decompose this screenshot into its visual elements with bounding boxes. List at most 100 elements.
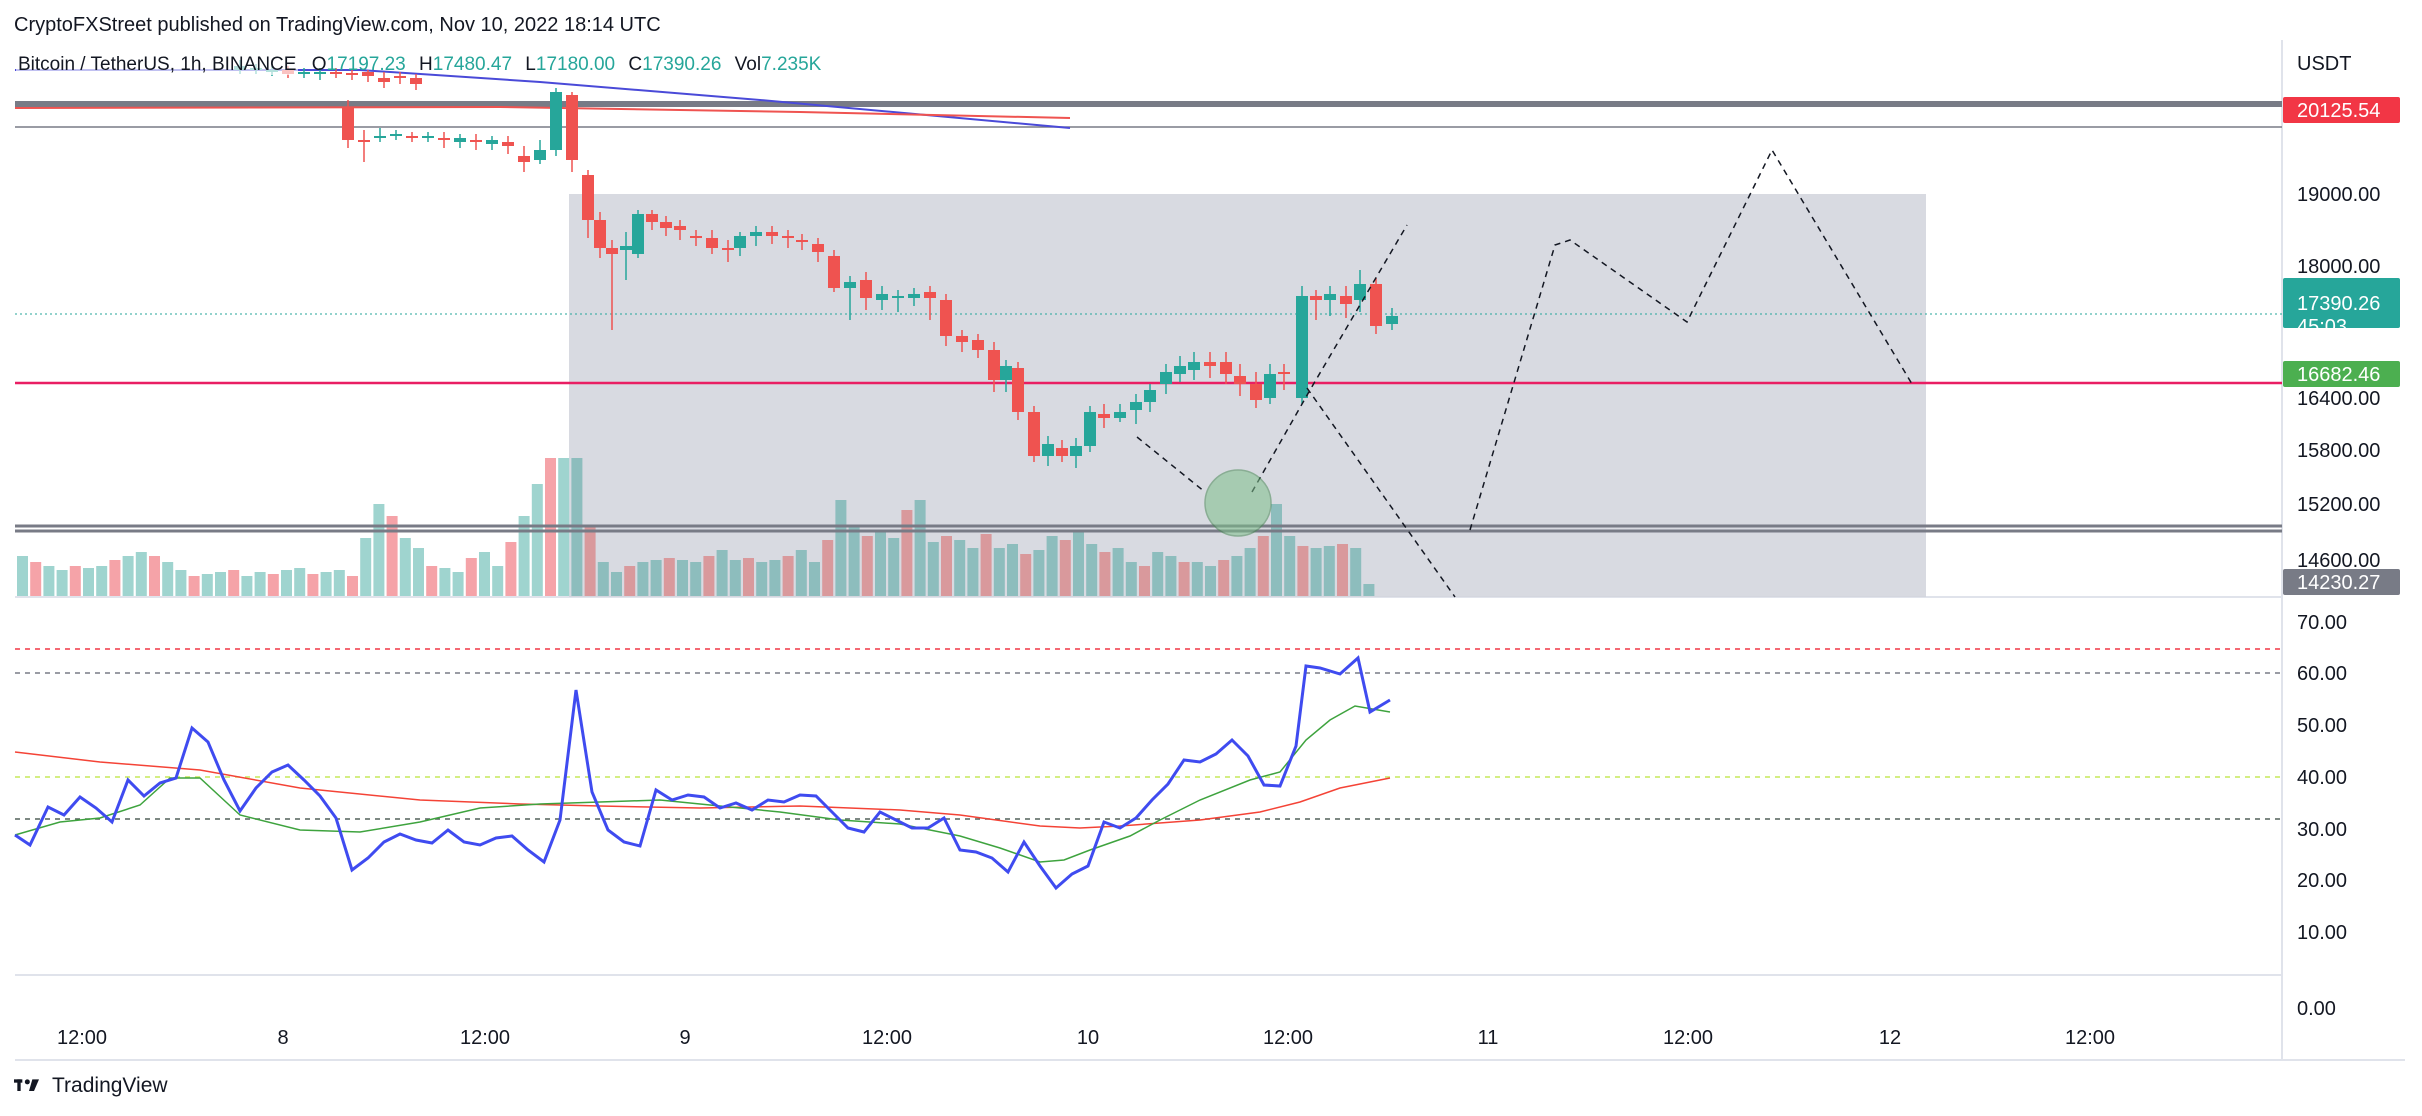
candle[interactable] bbox=[394, 72, 406, 84]
candle[interactable] bbox=[378, 72, 390, 88]
projection-down-path[interactable] bbox=[1306, 387, 1456, 598]
candle[interactable] bbox=[486, 136, 498, 150]
candle[interactable] bbox=[346, 70, 358, 80]
candle[interactable] bbox=[940, 294, 952, 346]
candle[interactable] bbox=[1012, 362, 1024, 420]
candle[interactable] bbox=[438, 132, 450, 148]
projection-up-arrow[interactable] bbox=[1251, 224, 1408, 493]
candle[interactable] bbox=[1234, 364, 1246, 396]
candlesticks[interactable] bbox=[234, 60, 1398, 468]
candle[interactable] bbox=[582, 170, 594, 238]
rsi-tick-label: 0.00 bbox=[2297, 998, 2336, 1020]
candle[interactable] bbox=[410, 74, 422, 90]
candle[interactable] bbox=[1220, 352, 1232, 384]
candle[interactable] bbox=[646, 210, 658, 230]
candle[interactable] bbox=[812, 238, 824, 262]
price-tag[interactable]: 16682.46 bbox=[2283, 361, 2400, 387]
candle[interactable] bbox=[660, 216, 672, 236]
candle[interactable] bbox=[1056, 440, 1068, 462]
rsi-ma-line bbox=[14, 705, 1391, 863]
candle[interactable] bbox=[422, 132, 434, 142]
candle[interactable] bbox=[1354, 270, 1366, 312]
candle[interactable] bbox=[632, 210, 644, 258]
candle[interactable] bbox=[1250, 372, 1262, 408]
candle[interactable] bbox=[330, 68, 342, 78]
candle[interactable] bbox=[1000, 360, 1012, 392]
volume-bar bbox=[188, 576, 200, 596]
candle[interactable] bbox=[298, 68, 310, 78]
candle[interactable] bbox=[1114, 404, 1126, 422]
candle[interactable] bbox=[1204, 352, 1216, 378]
candle[interactable] bbox=[750, 226, 762, 246]
moving-average-blue bbox=[15, 69, 1071, 129]
candle[interactable] bbox=[988, 342, 1000, 392]
candle[interactable] bbox=[1098, 404, 1110, 428]
volume-bar bbox=[399, 538, 411, 596]
candle[interactable] bbox=[828, 250, 840, 292]
projection-drop-arrow[interactable] bbox=[1136, 436, 1206, 493]
symbol-name[interactable]: Bitcoin / TetherUS, 1h, BINANCE bbox=[16, 54, 299, 75]
price-tag[interactable]: 20125.54 bbox=[2283, 97, 2400, 123]
candle[interactable] bbox=[766, 226, 778, 244]
candle[interactable] bbox=[706, 230, 718, 254]
candle[interactable] bbox=[454, 134, 466, 148]
candle[interactable] bbox=[1188, 352, 1200, 380]
candle[interactable] bbox=[534, 140, 546, 164]
candle[interactable] bbox=[374, 128, 386, 142]
candle[interactable] bbox=[876, 286, 888, 310]
candle[interactable] bbox=[860, 272, 872, 310]
candle[interactable] bbox=[892, 290, 904, 312]
candle[interactable] bbox=[722, 240, 734, 262]
candle[interactable] bbox=[1144, 384, 1156, 412]
candle[interactable] bbox=[470, 134, 482, 150]
candle[interactable] bbox=[606, 240, 618, 330]
tradingview-footer[interactable]: TradingView bbox=[14, 1074, 168, 1098]
candle[interactable] bbox=[1324, 286, 1336, 316]
candle[interactable] bbox=[1028, 406, 1040, 462]
candle[interactable] bbox=[1296, 286, 1308, 404]
candle[interactable] bbox=[518, 146, 530, 172]
candle[interactable] bbox=[1278, 364, 1290, 390]
candle[interactable] bbox=[314, 68, 326, 80]
rsi-tick-label: 30.00 bbox=[2297, 819, 2347, 841]
candle[interactable] bbox=[1310, 290, 1322, 320]
candle[interactable] bbox=[844, 276, 856, 320]
candle[interactable] bbox=[550, 88, 562, 156]
candle[interactable] bbox=[566, 92, 578, 172]
projection-scenario-path[interactable] bbox=[1469, 148, 1913, 531]
highlight-circle[interactable] bbox=[1204, 469, 1272, 537]
candle[interactable] bbox=[690, 230, 702, 246]
candle[interactable] bbox=[390, 130, 402, 140]
candle[interactable] bbox=[594, 212, 606, 258]
candle[interactable] bbox=[1386, 308, 1398, 330]
candle[interactable] bbox=[956, 330, 968, 352]
price-tag[interactable]: 14230.27 bbox=[2283, 569, 2400, 595]
candle[interactable] bbox=[1084, 406, 1096, 452]
candle[interactable] bbox=[734, 232, 746, 256]
volume-bar bbox=[1139, 566, 1150, 596]
volume-bar bbox=[769, 560, 781, 596]
candle[interactable] bbox=[908, 288, 920, 306]
candle[interactable] bbox=[1042, 436, 1054, 466]
candle[interactable] bbox=[1160, 364, 1172, 394]
candle[interactable] bbox=[358, 130, 370, 162]
candle[interactable] bbox=[1340, 286, 1352, 318]
candle[interactable] bbox=[620, 232, 632, 280]
candle[interactable] bbox=[362, 70, 374, 82]
candle[interactable] bbox=[1174, 356, 1186, 382]
candle[interactable] bbox=[924, 286, 936, 320]
candle[interactable] bbox=[674, 220, 686, 240]
candle[interactable] bbox=[342, 100, 354, 148]
candle[interactable] bbox=[406, 132, 418, 142]
candle[interactable] bbox=[502, 136, 514, 154]
candle[interactable] bbox=[1070, 438, 1082, 468]
candle[interactable] bbox=[1370, 278, 1382, 334]
candle[interactable] bbox=[1130, 394, 1142, 424]
candle[interactable] bbox=[782, 230, 794, 248]
candle[interactable] bbox=[1264, 364, 1276, 404]
candle[interactable] bbox=[796, 234, 808, 250]
range-zone[interactable] bbox=[569, 194, 1926, 597]
candle[interactable] bbox=[972, 334, 984, 358]
